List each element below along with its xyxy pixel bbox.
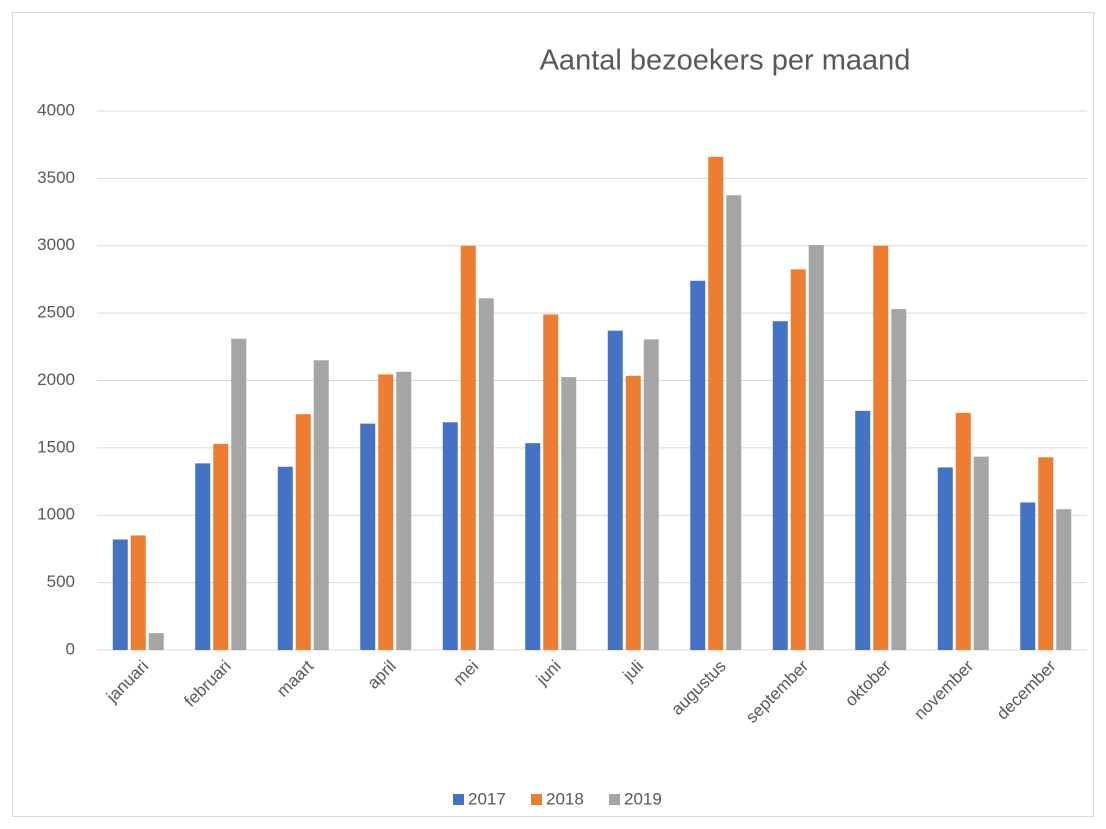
legend-label: 2017	[468, 789, 506, 808]
y-tick-label: 3500	[37, 168, 75, 187]
bar	[360, 423, 376, 650]
bar	[148, 633, 164, 650]
y-tick-label: 2500	[37, 303, 75, 322]
y-tick-label: 2000	[37, 370, 75, 389]
bar	[726, 195, 742, 650]
bar	[277, 466, 293, 650]
y-tick-label: 1000	[37, 505, 75, 524]
bar	[130, 535, 146, 650]
y-tick-label: 3000	[37, 235, 75, 254]
bar	[873, 245, 889, 650]
bar	[478, 298, 494, 650]
legend-label: 2019	[624, 789, 662, 808]
bar	[855, 410, 871, 650]
bar	[543, 314, 559, 650]
bar	[213, 443, 229, 650]
y-tick-label: 500	[47, 572, 75, 591]
bar	[442, 422, 458, 650]
legend-swatch	[609, 794, 620, 805]
bar	[195, 463, 211, 650]
bar	[625, 375, 641, 650]
bar	[313, 360, 329, 650]
bar	[955, 412, 971, 650]
bar	[937, 467, 953, 650]
bar	[891, 309, 907, 650]
y-tick-label: 4000	[37, 100, 75, 119]
legend-label: 2018	[546, 789, 584, 808]
legend-swatch	[531, 794, 542, 805]
bar	[112, 539, 128, 650]
bar	[643, 339, 659, 650]
bar	[460, 245, 476, 650]
bar	[607, 330, 623, 650]
y-tick-label: 1500	[37, 437, 75, 456]
legend-swatch	[453, 794, 464, 805]
bar	[561, 377, 577, 650]
bar	[690, 280, 706, 650]
y-tick-label: 0	[66, 639, 75, 658]
bar	[808, 245, 824, 651]
bar	[295, 414, 311, 650]
bar	[790, 269, 806, 650]
chart-title: Aantal bezoekers per maand	[540, 45, 911, 77]
bar	[1038, 457, 1054, 650]
bar	[378, 374, 394, 650]
bar	[1056, 509, 1072, 650]
bar	[231, 338, 247, 650]
bar	[1020, 502, 1036, 650]
bar	[973, 456, 989, 650]
bar	[396, 371, 412, 650]
bar	[525, 443, 541, 650]
bar	[772, 321, 788, 650]
bar	[708, 156, 724, 650]
